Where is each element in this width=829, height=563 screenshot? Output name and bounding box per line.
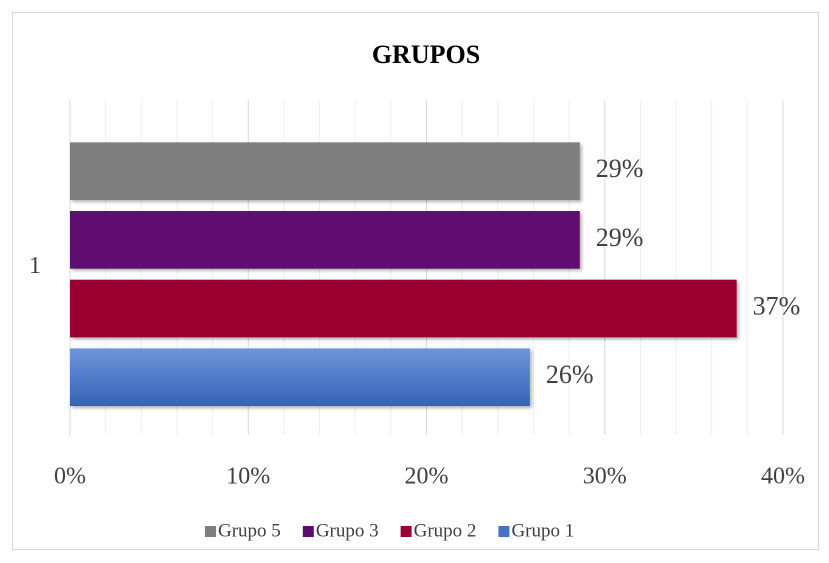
x-tick-label: 0%: [54, 464, 86, 490]
bar: [70, 348, 530, 407]
bar: [70, 211, 580, 269]
x-tick-label: 30%: [583, 464, 627, 490]
y-tick-label: 1: [29, 253, 41, 279]
x-tick-label: 40%: [761, 464, 805, 490]
data-label: 29%: [596, 223, 644, 252]
legend-swatch: [205, 526, 216, 537]
data-label: 29%: [596, 154, 644, 183]
legend-swatch: [302, 526, 314, 537]
legend-label: Grupo 3: [316, 520, 379, 541]
data-label: 26%: [546, 360, 594, 389]
x-tick-label: 20%: [405, 464, 449, 490]
legend-label: Grupo 5: [218, 520, 281, 541]
chart-title: GRUPOS: [372, 40, 480, 69]
legend-swatch: [498, 526, 510, 537]
legend-label: Grupo 1: [511, 520, 574, 541]
data-label: 37%: [753, 292, 801, 321]
bar: [70, 142, 580, 201]
legend-swatch: [400, 526, 412, 537]
bar: [70, 279, 737, 338]
x-tick-label: 10%: [226, 464, 270, 490]
legend-label: Grupo 2: [414, 520, 477, 541]
